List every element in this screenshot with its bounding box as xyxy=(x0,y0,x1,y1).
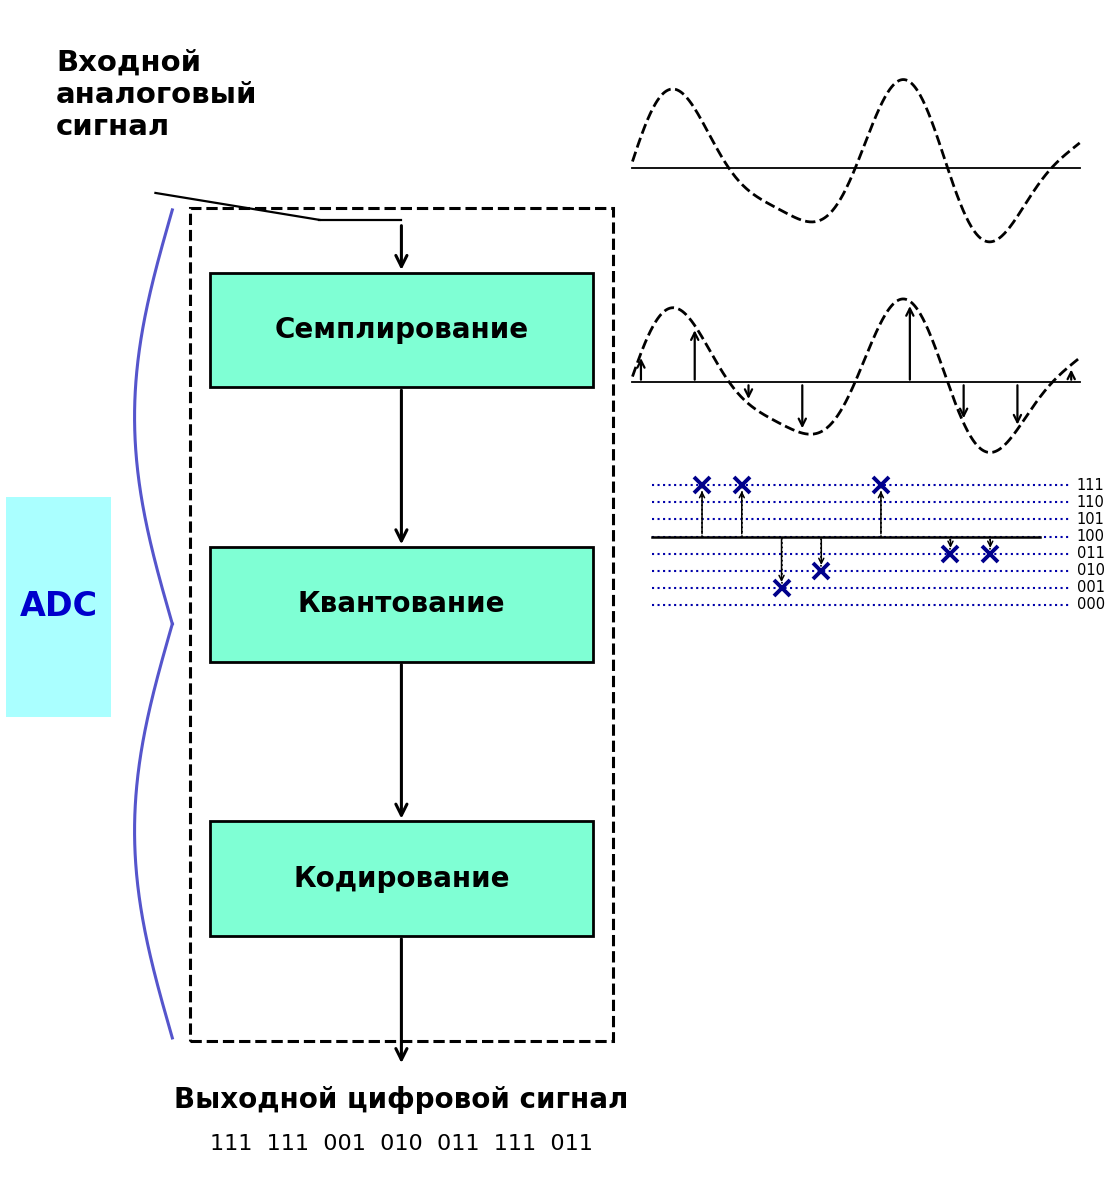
Text: 010: 010 xyxy=(1076,564,1105,578)
Text: 011: 011 xyxy=(1076,546,1104,561)
Text: 000: 000 xyxy=(1076,598,1105,612)
Bar xyxy=(210,547,593,661)
Text: Квантование: Квантование xyxy=(297,591,505,618)
Text: Семплирование: Семплирование xyxy=(274,317,529,344)
Text: ADC: ADC xyxy=(19,591,98,624)
Text: Кодирование: Кодирование xyxy=(293,865,510,893)
Bar xyxy=(7,497,110,717)
Text: 110: 110 xyxy=(1076,494,1104,510)
Text: 100: 100 xyxy=(1076,528,1105,544)
Bar xyxy=(210,273,593,387)
Text: 111: 111 xyxy=(1076,478,1104,493)
Text: 111  111  001  010  011  111  011: 111 111 001 010 011 111 011 xyxy=(210,1133,593,1153)
Text: Выходной цифровой сигнал: Выходной цифровой сигнал xyxy=(175,1086,629,1113)
Bar xyxy=(190,208,612,1040)
Bar xyxy=(210,822,593,936)
Text: 001: 001 xyxy=(1076,580,1105,596)
Text: Входной
аналоговый
сигнал: Входной аналоговый сигнал xyxy=(56,48,257,141)
Text: 101: 101 xyxy=(1076,512,1104,527)
